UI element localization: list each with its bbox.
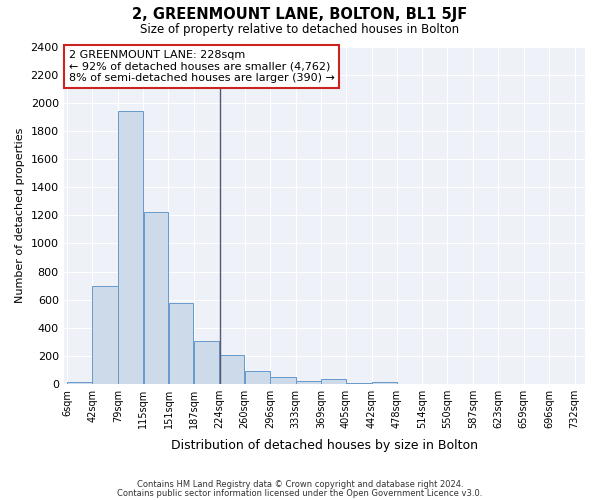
Bar <box>143 212 169 384</box>
Bar <box>321 379 346 384</box>
Bar <box>372 382 397 384</box>
Bar <box>194 340 220 384</box>
Text: 2, GREENMOUNT LANE, BOLTON, BL1 5JF: 2, GREENMOUNT LANE, BOLTON, BL1 5JF <box>133 8 467 22</box>
Bar <box>67 382 92 384</box>
Text: Contains public sector information licensed under the Open Government Licence v3: Contains public sector information licen… <box>118 488 482 498</box>
Text: Contains HM Land Registry data © Crown copyright and database right 2024.: Contains HM Land Registry data © Crown c… <box>137 480 463 489</box>
Bar <box>169 304 193 384</box>
Text: 2 GREENMOUNT LANE: 228sqm
← 92% of detached houses are smaller (4,762)
8% of sem: 2 GREENMOUNT LANE: 228sqm ← 92% of detac… <box>69 50 335 83</box>
Bar <box>270 377 296 384</box>
Text: Size of property relative to detached houses in Bolton: Size of property relative to detached ho… <box>140 22 460 36</box>
Y-axis label: Number of detached properties: Number of detached properties <box>15 128 25 303</box>
Bar <box>220 356 244 384</box>
X-axis label: Distribution of detached houses by size in Bolton: Distribution of detached houses by size … <box>171 440 478 452</box>
Bar <box>296 380 320 384</box>
Bar <box>92 286 118 384</box>
Bar <box>118 111 143 384</box>
Bar <box>245 372 269 384</box>
